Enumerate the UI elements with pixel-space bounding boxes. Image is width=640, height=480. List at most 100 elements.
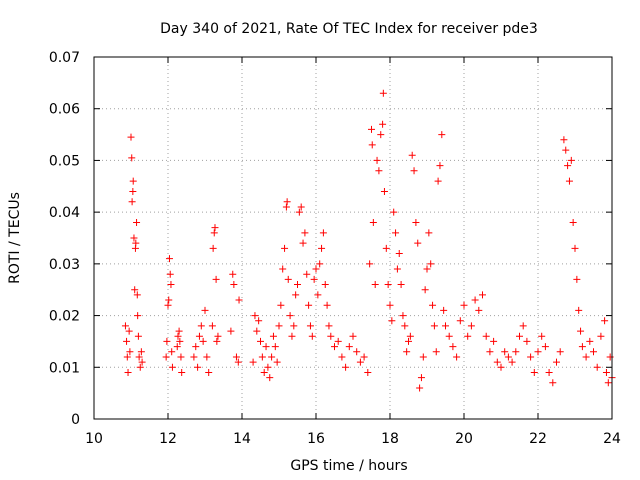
data-point [230, 281, 238, 289]
data-point [545, 368, 553, 376]
x-axis-title: GPS time / hours [290, 458, 407, 474]
data-point [460, 301, 468, 309]
data-point [194, 363, 202, 371]
data-point [338, 353, 346, 361]
data-point [549, 379, 557, 387]
data-point [262, 343, 270, 351]
data-point [177, 353, 185, 361]
data-point [440, 306, 448, 314]
x-tick-label: 20 [455, 431, 473, 447]
data-point [423, 265, 431, 273]
data-point [401, 322, 409, 330]
data-point [303, 270, 311, 278]
data-point [316, 260, 324, 268]
y-tick-label: 0.06 [49, 102, 80, 118]
data-point [310, 275, 318, 283]
data-point [121, 322, 129, 330]
data-point [364, 368, 372, 376]
data-point [124, 368, 132, 376]
data-point [306, 322, 314, 330]
data-point [414, 239, 422, 247]
data-point [312, 265, 320, 273]
data-point [530, 368, 538, 376]
data-point [126, 348, 134, 356]
data-point [132, 239, 140, 247]
data-point [227, 327, 235, 335]
data-point [251, 312, 259, 320]
data-point [137, 348, 145, 356]
data-point [534, 348, 542, 356]
data-point [427, 260, 435, 268]
data-point [319, 229, 327, 237]
data-point [192, 343, 200, 351]
data-point [565, 177, 573, 185]
data-point [255, 317, 263, 325]
data-point [197, 322, 205, 330]
data-point [166, 270, 174, 278]
data-point [479, 291, 486, 299]
data-point [334, 337, 342, 345]
data-point [205, 368, 213, 376]
data-point [382, 244, 390, 252]
data-point [475, 306, 483, 314]
data-point [295, 208, 303, 216]
data-point [493, 358, 501, 366]
data-point [397, 281, 405, 289]
data-point [134, 312, 142, 320]
data-point [573, 275, 581, 283]
data-point [564, 162, 572, 170]
data-point [165, 255, 173, 263]
data-point [323, 301, 331, 309]
data-point [369, 218, 377, 226]
data-point [258, 353, 266, 361]
data-point [392, 229, 400, 237]
data-point [208, 322, 216, 330]
data-point [288, 332, 296, 340]
data-point [416, 384, 424, 392]
data-point [130, 234, 138, 242]
data-point [388, 317, 396, 325]
data-point [201, 306, 209, 314]
data-point [453, 353, 461, 361]
data-point [260, 368, 268, 376]
data-point [301, 229, 309, 237]
data-point [408, 151, 416, 159]
y-tick-label: 0.03 [49, 257, 80, 273]
data-point [175, 327, 183, 335]
data-point [456, 317, 464, 325]
data-point [229, 270, 237, 278]
x-tick-label: 10 [85, 431, 103, 447]
data-point [577, 327, 585, 335]
data-point [512, 348, 520, 356]
data-point [429, 301, 437, 309]
data-point [232, 353, 240, 361]
data-point [125, 327, 133, 335]
data-point [523, 337, 531, 345]
axis-ticks [93, 56, 613, 420]
data-point [210, 229, 218, 237]
data-point [386, 301, 394, 309]
data-point [176, 337, 184, 345]
data-points [121, 89, 616, 392]
data-point [209, 244, 217, 252]
data-point [190, 353, 198, 361]
data-point [360, 353, 368, 361]
data-point [590, 348, 597, 356]
data-point [471, 296, 479, 304]
data-point [321, 281, 329, 289]
data-point [399, 312, 407, 320]
data-point [173, 343, 181, 351]
data-point [257, 337, 264, 345]
data-point [249, 358, 257, 366]
data-point [286, 312, 294, 320]
x-tick-label: 18 [381, 431, 399, 447]
data-point [299, 239, 307, 247]
data-point [384, 281, 392, 289]
data-point [356, 358, 364, 366]
data-point [269, 332, 277, 340]
data-point [211, 224, 219, 232]
data-point [567, 156, 575, 164]
data-point [164, 301, 172, 309]
data-point [314, 291, 322, 299]
